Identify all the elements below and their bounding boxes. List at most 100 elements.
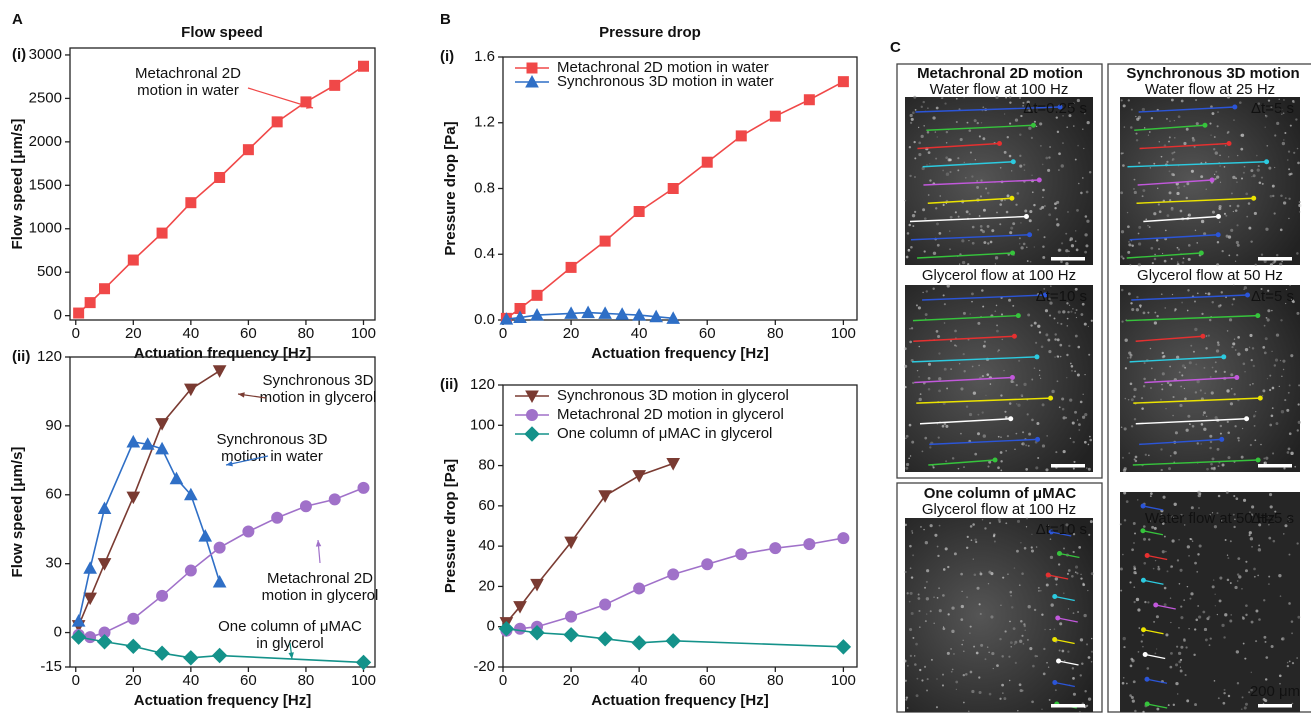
particle [938, 609, 942, 613]
particle [1141, 107, 1146, 112]
particle [1078, 546, 1082, 549]
x-tick-label: 100 [831, 672, 856, 689]
particle [1163, 535, 1166, 538]
particle [1053, 317, 1056, 320]
x-axis-label: Actuation frequency [Hz] [591, 345, 769, 362]
particle [1054, 577, 1059, 581]
x-tick-label: 100 [351, 325, 376, 342]
particle [1200, 423, 1204, 426]
marker [300, 96, 312, 108]
particle [1185, 428, 1189, 432]
particle [1023, 382, 1027, 387]
particle [1041, 613, 1044, 616]
marker [97, 558, 112, 571]
particle [968, 240, 970, 242]
particle [909, 174, 912, 178]
particle [1128, 452, 1131, 455]
y-tick-label: 1000 [29, 220, 62, 237]
particle [1069, 105, 1071, 108]
track [1131, 294, 1248, 301]
particle [968, 213, 971, 216]
particle [1222, 701, 1226, 705]
particle [974, 159, 976, 161]
particle [926, 689, 928, 692]
particle [1133, 178, 1136, 181]
particle [1005, 96, 1008, 99]
y-tick-label: 80 [478, 457, 495, 474]
particle [963, 466, 965, 469]
series-line [505, 462, 674, 624]
particle [1269, 493, 1273, 497]
particle [1081, 302, 1085, 306]
particle [1009, 122, 1012, 125]
micrograph [1120, 492, 1300, 712]
particle [1124, 338, 1128, 342]
particle [1141, 407, 1144, 410]
x-tick-label: 40 [183, 672, 200, 689]
particle [1048, 698, 1051, 701]
particle [1010, 645, 1013, 648]
particle [1075, 316, 1078, 319]
particle [1199, 389, 1202, 392]
particle [1183, 185, 1186, 188]
marker [71, 614, 86, 627]
particle [966, 121, 969, 124]
particle [1180, 645, 1184, 649]
particle [1021, 572, 1024, 575]
particle [1242, 362, 1246, 366]
legend-label: Metachronal 2D motion in water [557, 59, 769, 76]
particle [1288, 384, 1291, 387]
particle [1267, 583, 1270, 586]
particle [1175, 355, 1180, 359]
particle [1177, 261, 1179, 263]
particle [1216, 125, 1219, 128]
particle [1297, 420, 1301, 424]
particle [1273, 260, 1277, 263]
particle [1142, 385, 1146, 388]
marker [214, 171, 226, 183]
particle [1037, 456, 1040, 460]
marker [803, 538, 816, 551]
particle [1208, 318, 1212, 322]
particle [1279, 682, 1281, 685]
particle [971, 300, 973, 303]
particle [1194, 327, 1198, 332]
particle [1234, 585, 1238, 590]
y-axis-label: Pressure drop [Pa] [442, 121, 459, 255]
particle [904, 199, 907, 202]
x-tick-label: 40 [631, 325, 648, 342]
particle [1149, 519, 1152, 523]
track-end [1048, 395, 1054, 401]
particle [1074, 240, 1077, 242]
particle [1281, 637, 1285, 641]
particle [1181, 261, 1185, 264]
marker [513, 310, 527, 324]
particle [973, 573, 977, 577]
particle [999, 451, 1003, 454]
particle [1010, 226, 1014, 230]
particle [949, 215, 953, 219]
track-end [1209, 177, 1215, 183]
arrow-head [315, 540, 322, 547]
particle [1291, 702, 1294, 705]
particle [1153, 212, 1157, 216]
particle [1132, 680, 1136, 684]
particle [1255, 640, 1258, 643]
particle [1073, 102, 1075, 104]
particle [1138, 225, 1142, 229]
track [927, 197, 1012, 204]
particle [1251, 505, 1255, 509]
particle [990, 615, 994, 619]
particle [914, 655, 916, 657]
particle [1226, 95, 1230, 99]
particle [971, 225, 975, 229]
particle [1211, 366, 1214, 369]
particle [1020, 114, 1023, 118]
particle [1067, 211, 1069, 213]
particle [1079, 638, 1084, 642]
track-end [1023, 214, 1029, 219]
particle [1000, 469, 1003, 472]
particle [912, 225, 915, 227]
particle [1023, 624, 1026, 628]
particle [1258, 298, 1261, 301]
